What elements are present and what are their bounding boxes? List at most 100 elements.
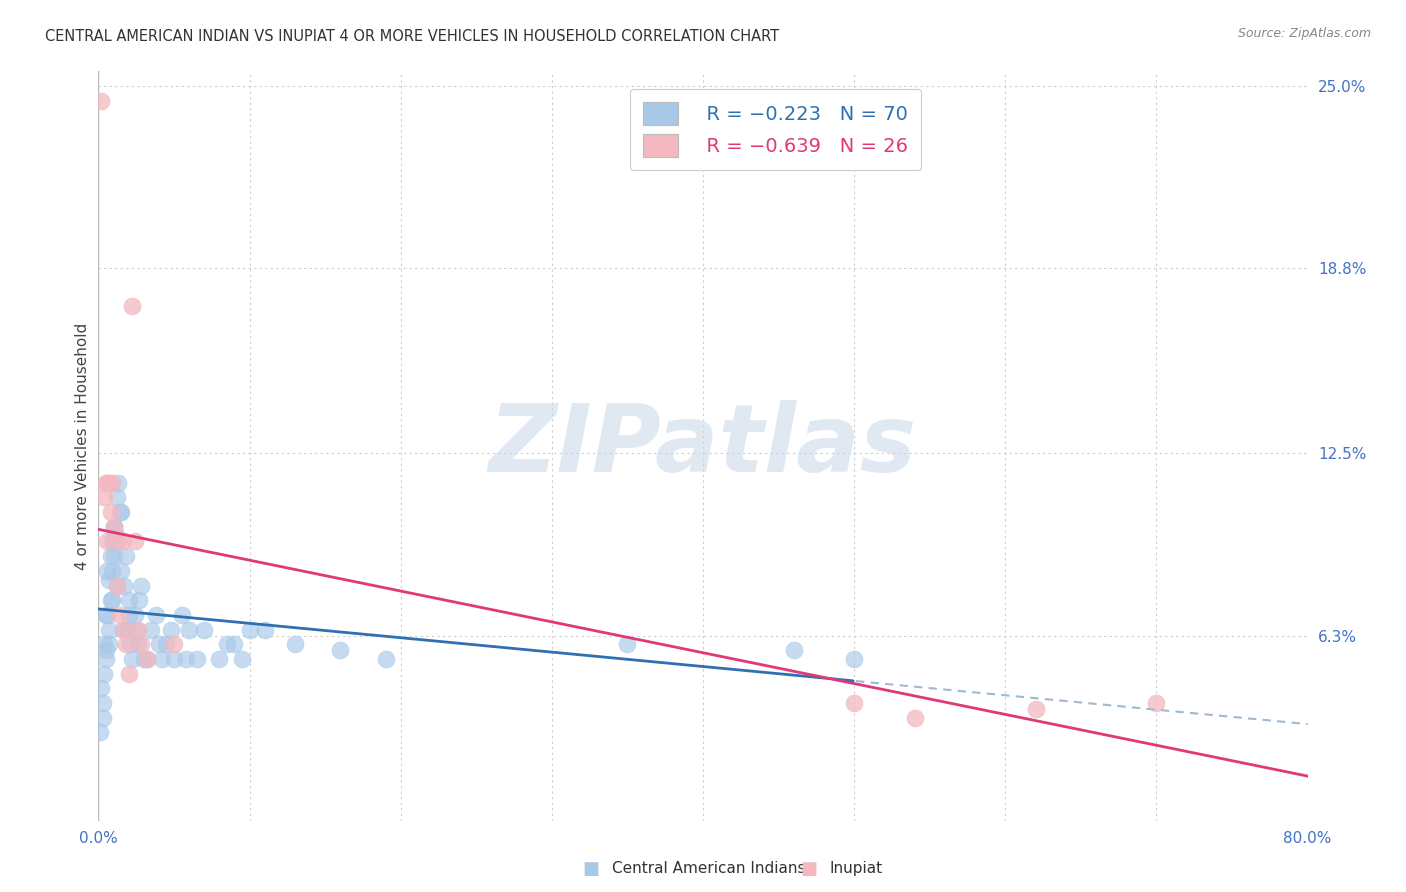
Point	[103, 549, 125, 564]
Point	[1144, 696, 1167, 710]
Point	[114, 549, 136, 564]
Legend:   R = −0.223   N = 70,   R = −0.639   N = 26: R = −0.223 N = 70, R = −0.639 N = 26	[630, 88, 921, 170]
Point	[904, 711, 927, 725]
Point	[224, 637, 246, 651]
Point	[127, 637, 149, 651]
Point	[93, 666, 115, 681]
Point	[215, 637, 238, 651]
Point	[94, 643, 117, 657]
Point	[105, 578, 128, 592]
Point	[108, 505, 131, 519]
Point	[115, 623, 138, 637]
Point	[129, 637, 152, 651]
Point	[193, 623, 215, 637]
Point	[208, 652, 231, 666]
Point	[96, 564, 118, 578]
Point	[90, 94, 112, 108]
Point	[129, 578, 152, 592]
Point	[121, 652, 143, 666]
Point	[100, 505, 122, 519]
Point	[103, 520, 125, 534]
Point	[111, 534, 134, 549]
Point	[107, 534, 129, 549]
Point	[94, 475, 117, 490]
Point	[90, 681, 112, 696]
Point	[141, 623, 163, 637]
Point	[93, 491, 115, 505]
Point	[93, 637, 115, 651]
Point	[100, 549, 122, 564]
Point	[118, 666, 141, 681]
Point	[104, 525, 127, 540]
Point	[231, 652, 253, 666]
Text: Source: ZipAtlas.com: Source: ZipAtlas.com	[1237, 27, 1371, 40]
Point	[135, 652, 157, 666]
Text: CENTRAL AMERICAN INDIAN VS INUPIAT 4 OR MORE VEHICLES IN HOUSEHOLD CORRELATION C: CENTRAL AMERICAN INDIAN VS INUPIAT 4 OR …	[45, 29, 779, 44]
Point	[107, 475, 129, 490]
Point	[94, 652, 117, 666]
Point	[163, 652, 186, 666]
Point	[239, 623, 262, 637]
Point	[374, 652, 396, 666]
Point	[148, 637, 170, 651]
Point	[114, 637, 136, 651]
Point	[110, 564, 132, 578]
Point	[844, 652, 866, 666]
Point	[103, 520, 125, 534]
Point	[103, 520, 125, 534]
Point	[844, 696, 866, 710]
Point	[179, 623, 201, 637]
Point	[101, 475, 124, 490]
Point	[112, 623, 135, 637]
Text: ZIPatlas: ZIPatlas	[489, 400, 917, 492]
Point	[101, 593, 124, 607]
Point	[96, 607, 118, 622]
Point	[110, 505, 132, 519]
Point	[91, 711, 114, 725]
Point	[94, 607, 117, 622]
Point	[101, 534, 124, 549]
Point	[1024, 702, 1046, 716]
Point	[100, 593, 122, 607]
Point	[105, 578, 128, 592]
Point	[98, 623, 121, 637]
Point	[124, 607, 146, 622]
Point	[124, 534, 146, 549]
Point	[616, 637, 638, 651]
Point	[98, 573, 121, 587]
Point	[132, 652, 155, 666]
Text: Inupiat: Inupiat	[830, 862, 883, 876]
Point	[163, 637, 186, 651]
Point	[174, 652, 197, 666]
Point	[783, 643, 806, 657]
Point	[127, 623, 149, 637]
Point	[107, 534, 129, 549]
Point	[111, 623, 134, 637]
Text: ■: ■	[582, 860, 599, 878]
Point	[96, 534, 118, 549]
Point	[108, 607, 131, 622]
Point	[150, 652, 173, 666]
Point	[118, 607, 141, 622]
Point	[155, 637, 177, 651]
Point	[170, 607, 193, 622]
Point	[105, 491, 128, 505]
Text: Central American Indians: Central American Indians	[612, 862, 806, 876]
Point	[89, 725, 111, 739]
Point	[128, 593, 150, 607]
Point	[104, 534, 127, 549]
Point	[91, 696, 114, 710]
Point	[145, 607, 167, 622]
Point	[98, 475, 121, 490]
Text: ■: ■	[800, 860, 817, 878]
Point	[96, 475, 118, 490]
Point	[118, 593, 141, 607]
Y-axis label: 4 or more Vehicles in Household: 4 or more Vehicles in Household	[75, 322, 90, 570]
Point	[160, 623, 183, 637]
Point	[112, 578, 135, 592]
Point	[98, 637, 121, 651]
Point	[121, 300, 143, 314]
Point	[120, 637, 142, 651]
Point	[125, 623, 148, 637]
Point	[101, 564, 124, 578]
